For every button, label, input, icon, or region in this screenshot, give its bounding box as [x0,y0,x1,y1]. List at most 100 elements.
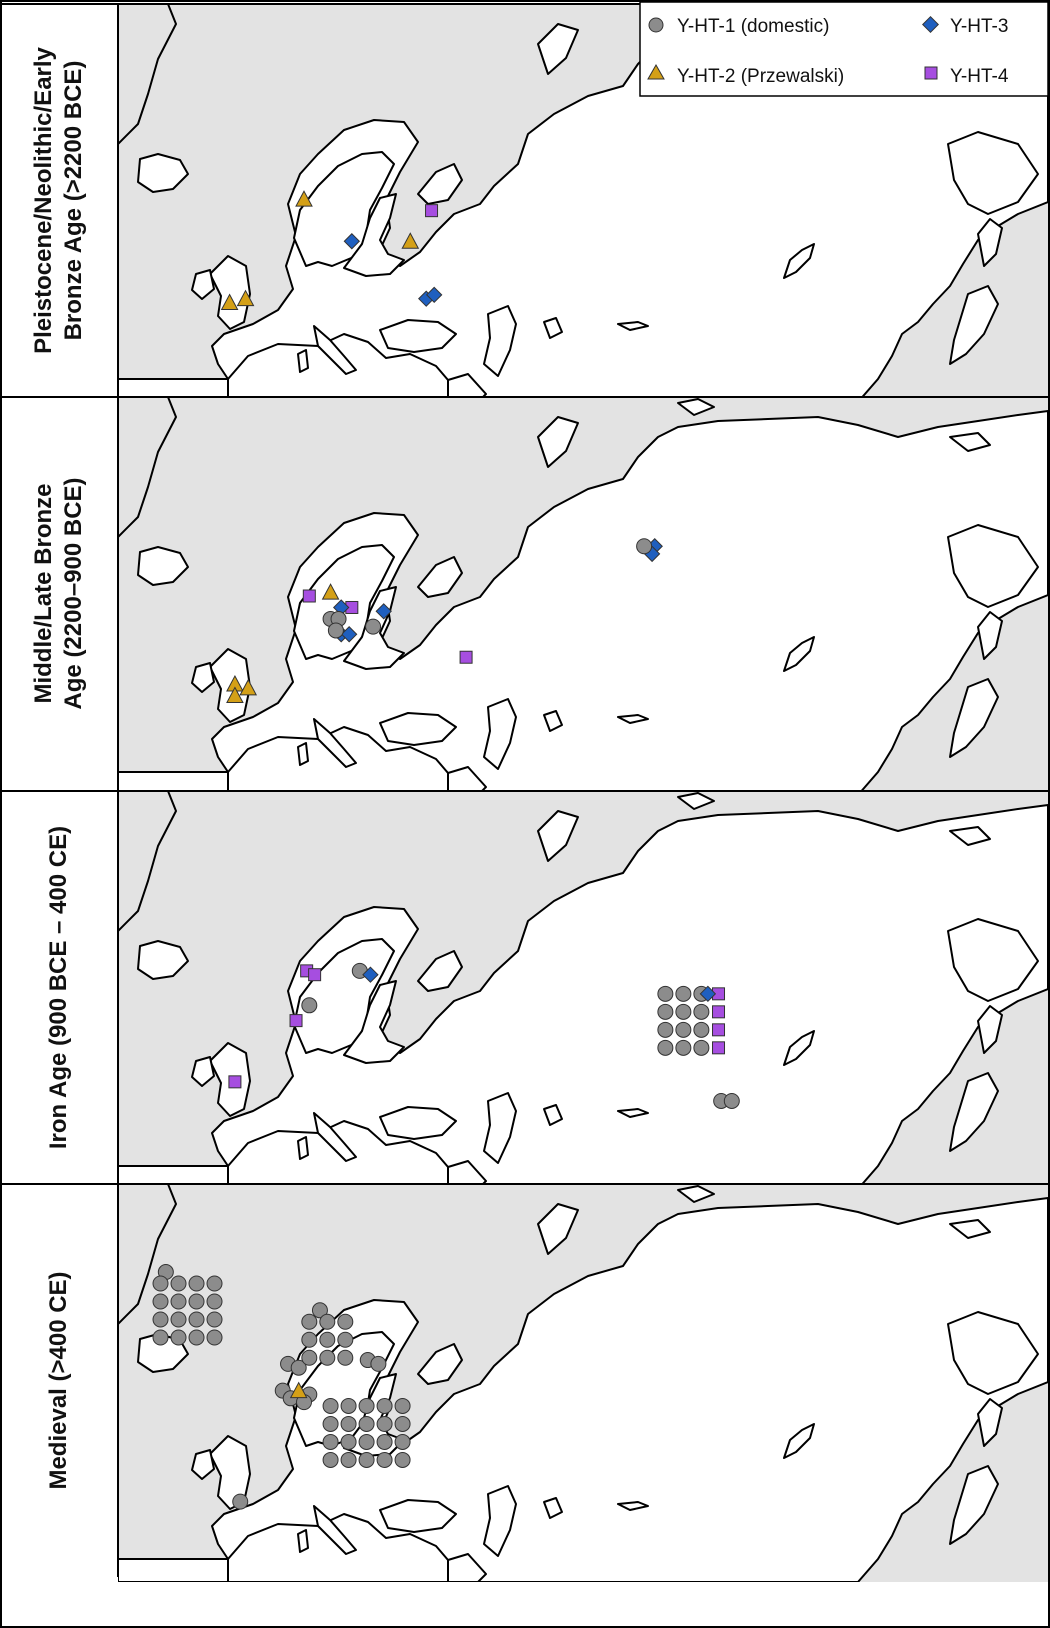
panel-label: Pleistocene/Neolithic/Early Bronze Age (>… [30,46,87,353]
marker-yht1-domestic [170,1329,187,1346]
panel-label: Middle/Late Bronze Age (2200–900 BCE) [30,477,87,709]
markers [226,538,663,703]
marker-yht1-domestic [365,618,382,635]
marker-yht1-domestic [693,1021,710,1038]
marker-yht1-domestic [170,1293,187,1310]
marker-yht1-domestic [370,1355,387,1372]
marker-yht1-domestic [337,1331,354,1348]
marker-yht1-domestic [340,1397,357,1414]
marker-yht2-przewalski [401,232,420,249]
basemap [118,791,1048,1189]
panel-label-line: Iron Age (900 BCE – 400 CE) [45,826,72,1149]
marker-yht1-domestic [311,1302,328,1319]
marker-yht1-domestic [152,1311,169,1328]
marker-yht1-domestic [327,622,344,639]
marker-yht1-domestic [206,1311,223,1328]
marker-yht1-domestic [358,1397,375,1414]
marker-yht1-domestic [301,1331,318,1348]
marker-yht1-domestic [675,1021,692,1038]
marker-yht1-domestic [693,1039,710,1056]
marker-yht3 [375,603,392,620]
marker-yht4 [228,1075,242,1089]
marker-yht1-domestic [188,1329,205,1346]
marker-yht1-domestic [301,1313,318,1330]
panel-label-line: Middle/Late Bronze [30,483,57,703]
panel-label: Iron Age (900 BCE – 400 CE) [45,826,72,1149]
panel-label-line: Age (2200–900 BCE) [60,477,87,709]
marker-yht1-domestic [358,1433,375,1450]
legend: Y-HT-1 (domestic) Y-HT-3 Y-HT-2 (Przewal… [639,1,1049,97]
marker-yht4 [459,650,473,664]
square-marker-icon [924,66,938,80]
marker-yht1-domestic [394,1451,411,1468]
marker-yht1-domestic [340,1415,357,1432]
marker-yht1-domestic [170,1311,187,1328]
legend-label-przewalski: Y-HT-2 (Przewalski) [677,66,844,87]
marker-yht1-domestic [232,1493,249,1510]
marker-yht3 [343,233,361,250]
marker-yht1-domestic [337,1313,354,1330]
marker-yht4 [712,1041,726,1055]
marker-yht1-domestic [657,1039,674,1056]
marker-yht1-domestic [394,1397,411,1414]
marker-yht1-domestic [675,985,692,1002]
marker-yht1-domestic [322,1433,339,1450]
marker-yht1-domestic [693,1003,710,1020]
marker-yht3 [340,626,358,643]
marker-yht1-domestic [206,1293,223,1310]
marker-yht1-domestic [376,1451,393,1468]
marker-yht1-domestic [322,1415,339,1432]
marker-yht1-domestic [675,1039,692,1056]
marker-yht1-domestic [170,1275,187,1292]
marker-yht4 [712,1023,726,1037]
marker-yht1-domestic [301,997,318,1014]
legend-item-domestic: Y-HT-1 (domestic) [648,16,829,37]
marker-yht1-domestic [358,1451,375,1468]
legend-label-yht3: Y-HT-3 [950,16,1008,37]
diamond-marker-icon [922,16,939,33]
marker-yht1-domestic [358,1415,375,1432]
marker-yht1-domestic [319,1313,336,1330]
marker-yht4 [302,589,316,603]
marker-yht1-domestic [322,1451,339,1468]
marker-yht4 [289,1014,303,1028]
marker-yht1-domestic [188,1293,205,1310]
marker-yht1-domestic [394,1415,411,1432]
panel-label-line: Bronze Age (>2200 BCE) [60,61,87,341]
marker-yht2-przewalski [289,1381,308,1399]
marker-yht4 [425,204,439,218]
legend-item-przewalski: Y-HT-2 (Przewalski) [647,63,844,87]
marker-yht1-domestic [319,1331,336,1348]
marker-yht1-domestic [723,1092,740,1109]
marker-yht3 [362,966,379,983]
marker-yht1-domestic [340,1451,357,1468]
marker-yht1-domestic [206,1275,223,1292]
marker-yht4 [712,1005,726,1019]
legend-item-yht3: Y-HT-3 [922,16,1008,37]
marker-yht3 [425,286,443,304]
legend-item-yht4: Y-HT-4 [924,66,1009,87]
marker-yht2-przewalski [236,289,255,307]
marker-yht1-domestic [376,1433,393,1450]
triangle-marker-icon [647,63,665,80]
marker-yht1-domestic [188,1311,205,1328]
marker-yht1-domestic [657,1003,674,1020]
marker-yht1-domestic [657,1021,674,1038]
marker-yht2-przewalski [226,686,244,703]
marker-yht1-domestic [394,1433,411,1450]
panel-label: Medieval (>400 CE) [45,1271,72,1489]
basemap [118,397,1048,795]
marker-yht1-domestic [376,1415,393,1432]
markers [152,1264,411,1510]
marker-yht1-domestic [301,1349,318,1366]
marker-yht1-domestic [188,1275,205,1292]
map-panel: Iron Age (900 BCE – 400 CE) [0,790,1050,1189]
marker-yht1-domestic [152,1329,169,1346]
map-panel: Middle/Late Bronze Age (2200–900 BCE) [0,396,1050,795]
marker-yht2-przewalski [321,583,340,600]
legend-label-yht4: Y-HT-4 [950,66,1009,87]
markers [228,962,740,1109]
map-panels: Pleistocene/Neolithic/Early Bronze Age (>… [0,3,1050,1582]
legend-box [639,1,1049,97]
